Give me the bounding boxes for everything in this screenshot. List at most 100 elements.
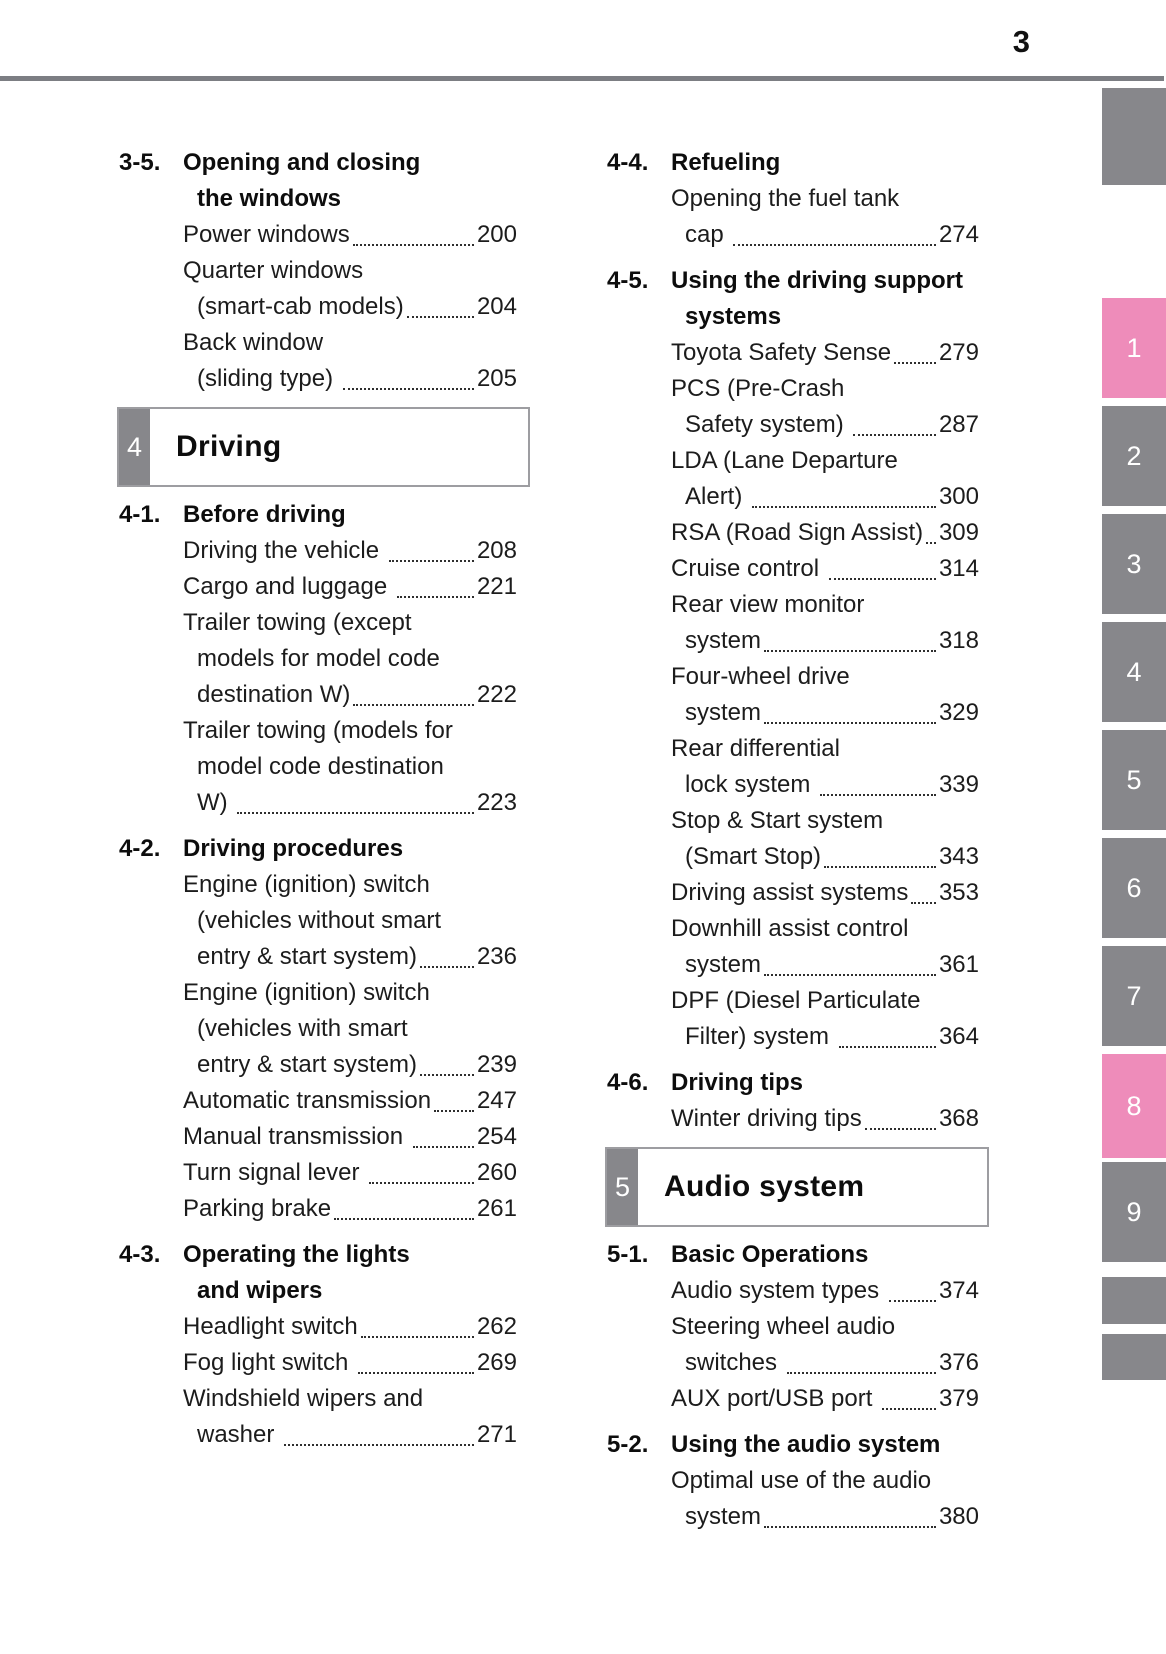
toc-section-42: 4-2. Driving procedures Engine (ignition) … [119, 831, 517, 1227]
toc-item: Steering wheel audio switches 376 [607, 1309, 979, 1381]
toc-entry-line: destination W) 222 [183, 677, 517, 713]
page-ref: 329 [938, 699, 979, 726]
toc-section-44: 4-4. Refueling Opening the fuel tank cap 27… [607, 145, 979, 253]
section-title-line: Driving tips [671, 1069, 804, 1096]
page-ref: 309 [938, 519, 979, 546]
page-ref: 221 [476, 573, 517, 600]
page-ref: 247 [476, 1087, 517, 1114]
dot-leader [911, 875, 936, 904]
page-ref: 205 [476, 365, 517, 392]
dot-leader [820, 767, 936, 796]
toc-entry-line: Driving the vehicle 208 [183, 533, 517, 569]
page-ref: 379 [938, 1385, 979, 1412]
side-tab-number: 2 [1126, 440, 1142, 471]
toc-entry-line: Headlight switch 262 [183, 1309, 517, 1345]
page-ref: 361 [938, 951, 979, 978]
entry-label: system [685, 951, 762, 978]
dot-leader [733, 217, 936, 246]
page-ref: 222 [476, 681, 517, 708]
section-title-line: systems [685, 303, 782, 330]
side-tab-number: 3 [1126, 548, 1142, 579]
toc-item: Four-wheel drive system 329 [607, 659, 979, 731]
dot-leader [894, 335, 936, 364]
side-tab-4: 4 [1102, 622, 1166, 722]
toc-entry-line: W) 223 [183, 785, 517, 821]
side-tab-number: 6 [1126, 872, 1142, 903]
toc-item: Windshield wipers and washer 271 [119, 1381, 517, 1453]
entry-label: RSA (Road Sign Assist) [671, 519, 924, 546]
toc-wrap-line: Four-wheel drive [671, 663, 850, 690]
toc-wrap-line: DPF (Diesel Particulate [671, 987, 921, 1014]
entry-label: system [685, 1503, 762, 1530]
toc-item: Power windows 200 [119, 217, 517, 253]
toc-entry-line: (smart-cab models) 204 [183, 289, 517, 325]
toc-entry-line: entry & start system) 239 [183, 1047, 517, 1083]
entry-label: cap [685, 221, 731, 248]
entry-label: W) [197, 789, 235, 816]
page-ref: 300 [938, 483, 979, 510]
section-number: 4-4. [607, 149, 649, 176]
side-tab-number: 7 [1126, 980, 1142, 1011]
side-tab-8: 8 [1102, 1054, 1166, 1158]
dot-leader [764, 947, 936, 976]
page-ref: 261 [476, 1195, 517, 1222]
section-title-line: Operating the lights [183, 1241, 410, 1268]
section-header: 4-1. Before driving [119, 497, 517, 533]
page-ref: 239 [476, 1051, 517, 1078]
toc-item: Fog light switch 269 [119, 1345, 517, 1381]
toc-item: Winter driving tips 368 [607, 1101, 979, 1137]
toc-entry-line: Turn signal lever 260 [183, 1155, 517, 1191]
entry-label: Audio system types [671, 1277, 886, 1304]
toc-entry-line: cap 274 [671, 217, 979, 253]
section-title-line: Using the audio system [671, 1431, 941, 1458]
page-ref: 380 [938, 1503, 979, 1530]
toc-entry-line: entry & start system) 236 [183, 939, 517, 975]
section-title-line: Before driving [183, 501, 346, 528]
section-title-line: the windows [197, 185, 341, 212]
toc-item: Optimal use of the audio system 380 [607, 1463, 979, 1535]
side-tab-number: 8 [1126, 1090, 1142, 1121]
dot-leader [888, 1273, 936, 1302]
toc-entry-line: system 318 [671, 623, 979, 659]
dot-leader [237, 785, 474, 814]
page-ref: 279 [938, 339, 979, 366]
entry-label: system [685, 699, 762, 726]
page-ref: 343 [938, 843, 979, 870]
dot-leader [864, 1101, 936, 1130]
header-rule [0, 76, 1164, 81]
dot-leader [853, 407, 936, 436]
toc-entry-line: (Smart Stop) 343 [671, 839, 979, 875]
toc-item: DPF (Diesel Particulate Filter) system 36… [607, 983, 979, 1055]
side-tab-blank [1102, 88, 1166, 185]
toc-wrap-line: Downhill assist control [671, 915, 909, 942]
page-ref: 208 [476, 537, 517, 564]
page-ref: 318 [938, 627, 979, 654]
toc-entry-line: Manual transmission 254 [183, 1119, 517, 1155]
toc-entry-line: Driving assist systems 353 [671, 875, 979, 911]
page-ref: 339 [938, 771, 979, 798]
page-ref: 262 [476, 1313, 517, 1340]
entry-label: entry & start system) [197, 1051, 418, 1078]
page-ref: 271 [476, 1421, 517, 1448]
dot-leader [388, 533, 474, 562]
chapter-box-4: 4 Driving [117, 407, 530, 487]
side-tab-3: 3 [1102, 514, 1166, 614]
toc-section-46: 4-6. Driving tips Winter driving tips 368 [607, 1065, 979, 1137]
toc-entry-line: Parking brake 261 [183, 1191, 517, 1227]
toc-item: Automatic transmission 247 [119, 1083, 517, 1119]
section-header: 5-2. Using the audio system [607, 1427, 979, 1463]
entry-label: Power windows [183, 221, 350, 248]
toc-wrap-line: model code destination [197, 753, 444, 780]
toc-section-43: 4-3. Operating the lights and wipers Headli… [119, 1237, 517, 1453]
side-tab-number: 4 [1126, 656, 1142, 687]
toc-entry-line: system 329 [671, 695, 979, 731]
page-ref: 376 [938, 1349, 979, 1376]
section-title-line: Using the driving support [671, 267, 963, 294]
toc-entry-line: washer 271 [183, 1417, 517, 1453]
page-ref: 236 [476, 943, 517, 970]
dot-leader [342, 361, 474, 390]
page-ref: 314 [938, 555, 979, 582]
entry-label: Driving the vehicle [183, 537, 386, 564]
dot-leader [353, 677, 474, 706]
toc-entry-line: switches 376 [671, 1345, 979, 1381]
